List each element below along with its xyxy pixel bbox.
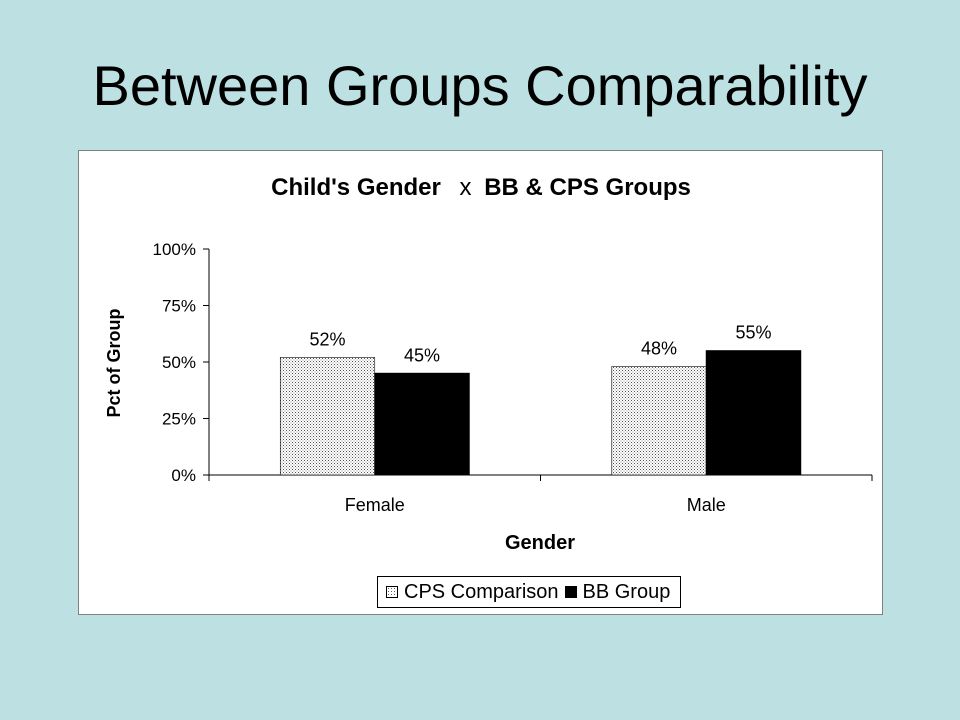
legend-swatch-cps [386,586,398,598]
y-tick-label: 0% [171,466,196,485]
y-tick-label: 75% [162,297,196,316]
x-tick-label: Male [687,495,726,515]
bar-chart: Child's Gender x BB & CPS Groups Pct of … [104,174,873,554]
chart-title: Child's Gender x BB & CPS Groups [271,174,691,201]
legend-label-cps: CPS Comparison [404,580,559,603]
slide-title: Between Groups Comparability [92,54,868,117]
legend-item-bb: BB Group [564,580,671,604]
data-label: 45% [404,345,440,365]
y-tick-label: 100% [153,240,196,259]
chart-panel: Child's Gender x BB & CPS Groups Pct of … [78,150,883,615]
bar-cps-male [611,366,707,476]
legend-swatch-bb [564,586,577,598]
x-axis-label: Gender [505,532,575,554]
data-label: 48% [641,339,677,359]
y-tick-label: 25% [162,410,196,429]
legend-item-cps: CPS Comparison [386,581,559,604]
chart-legend: CPS Comparison BB Group [377,576,682,608]
bar-bb-female [374,372,470,476]
y-tick-label: 50% [162,353,196,372]
data-label: 55% [735,323,771,343]
legend-label-bb: BB Group [582,580,671,603]
bar-bb-male [705,350,802,476]
data-label: 52% [309,329,345,349]
x-tick-label: Female [345,495,405,515]
y-axis-label: Pct of Group [104,309,124,418]
bar-cps-female [279,357,376,476]
